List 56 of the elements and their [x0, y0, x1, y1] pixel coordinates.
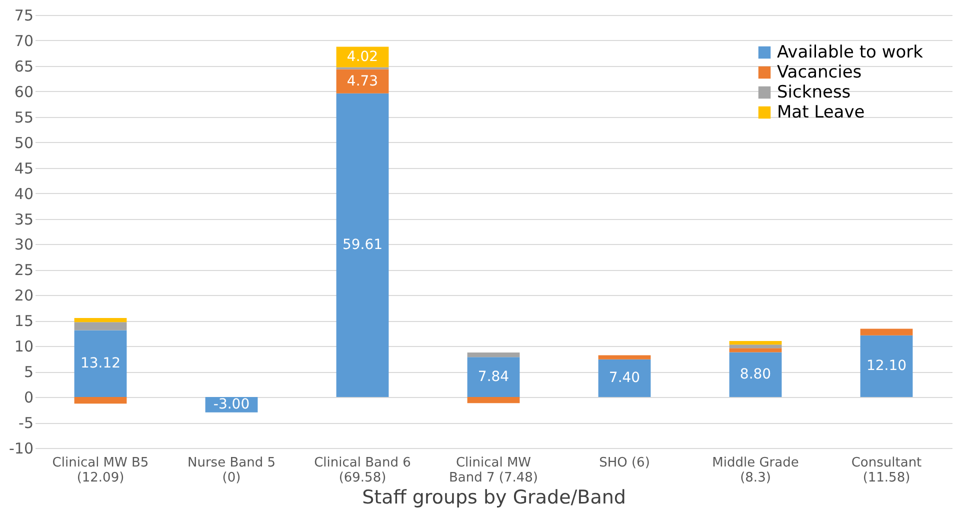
x-tick-label: Nurse Band 5 (0) [188, 456, 276, 486]
y-tick-label: 0 [24, 388, 34, 407]
x-tick-label: Clinical MW Band 7 (7.48) [448, 456, 538, 486]
data-label: -3.00 [213, 396, 250, 413]
bar [860, 335, 913, 398]
y-tick-label: 25 [14, 261, 34, 280]
bar [467, 357, 520, 398]
data-label: 7.84 [478, 369, 510, 386]
data-label: 59.61 [342, 237, 383, 254]
y-tick-label: 60 [14, 82, 34, 101]
x-tick-label: SHO (6) [599, 456, 650, 470]
x-axis-title: Staff groups by Grade/Band [362, 486, 626, 508]
bar [729, 344, 782, 348]
bar [336, 69, 389, 94]
bar [729, 341, 782, 345]
legend-label: Sickness [777, 82, 851, 102]
legend-label: Available to work [777, 42, 924, 62]
bar [74, 397, 127, 404]
bar [74, 330, 127, 398]
bar [598, 359, 651, 398]
data-label: 4.73 [346, 73, 378, 90]
bar [467, 397, 520, 404]
legend-label: Mat Leave [777, 102, 865, 122]
y-tick-label: 10 [14, 338, 34, 356]
x-tick-label: Clinical MW B5 (12.09) [52, 456, 149, 486]
data-label: 13.12 [80, 356, 121, 372]
y-tick-label: 70 [14, 32, 34, 50]
y-tick-label: 20 [14, 286, 34, 305]
y-tick-label: 5 [24, 363, 34, 382]
legend-label: Vacancies [777, 62, 862, 82]
y-tick-label: 65 [14, 57, 34, 76]
y-tick-label: -10 [9, 440, 34, 458]
bar [598, 355, 651, 360]
y-tick-label: 55 [14, 108, 34, 126]
x-tick-label: Middle Grade (8.3) [712, 456, 799, 486]
bar [467, 352, 520, 358]
y-tick-label: -5 [18, 414, 34, 432]
y-tick-label: 50 [14, 134, 34, 152]
bar [729, 348, 782, 352]
y-tick-label: 35 [14, 210, 34, 228]
bar [729, 352, 782, 398]
bar [74, 318, 127, 322]
y-tick-label: 30 [14, 236, 34, 254]
x-tick-label: Clinical Band 6 (69.58) [314, 456, 411, 486]
bar [860, 328, 913, 336]
y-tick-label: 75 [14, 6, 34, 24]
bar [336, 93, 389, 398]
bar [74, 322, 127, 330]
y-tick-label: 15 [14, 312, 34, 330]
y-tick-label: 40 [14, 184, 34, 203]
y-tick-label: 45 [14, 159, 34, 178]
data-label: 8.80 [740, 366, 772, 383]
x-tick-label: Consultant (11.58) [851, 456, 922, 486]
data-label: 7.40 [608, 370, 640, 386]
data-label: 12.10 [866, 358, 907, 374]
data-label: 4.02 [346, 49, 378, 66]
